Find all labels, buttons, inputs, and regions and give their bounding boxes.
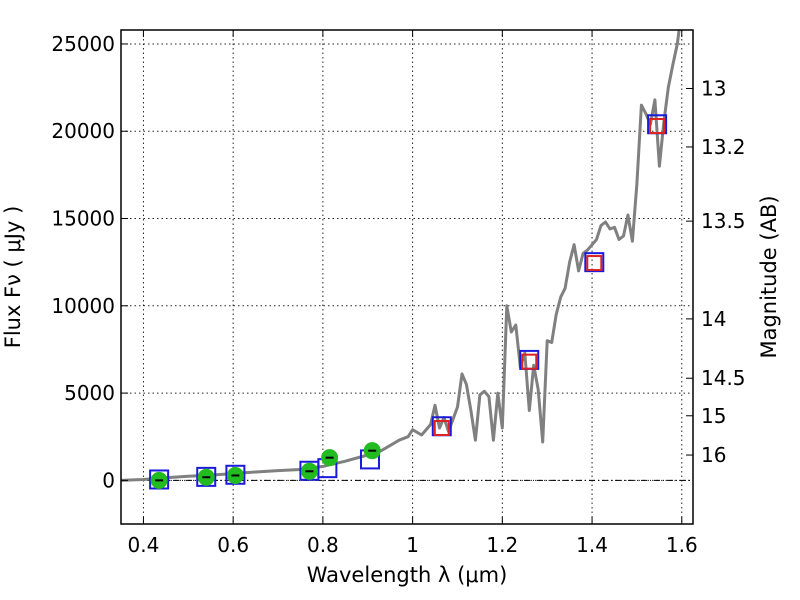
y-axis-title: Flux Fν ( μJy ): [1, 206, 25, 349]
right-tick-label: 13.5: [701, 209, 746, 233]
x-tick-label: 0.6: [217, 533, 249, 557]
x-tick-label: 0.8: [307, 533, 339, 557]
x-tick-label: 0.4: [128, 533, 160, 557]
y-tick-label: 10000: [51, 294, 115, 318]
right-tick-label: 14.5: [701, 366, 746, 390]
x-axis-title: Wavelength λ (μm): [307, 563, 508, 587]
axis-tick-labels: 0.4 0.6 0.8 1 1.2 1.4 1.6 0 5000 10000 15000 20000 2…: [51, 32, 745, 557]
synthetic-square-marker: [521, 353, 538, 370]
x-tick-label: 1.6: [666, 533, 698, 557]
y-tick-label: 25000: [51, 32, 115, 56]
x-tick-label: 1: [406, 533, 419, 557]
plot-frame: [120, 29, 694, 525]
model-square-marker: [196, 466, 217, 487]
model-square-marker: [584, 252, 605, 273]
axis-ticks: [121, 30, 693, 524]
synthetic-square-marker: [649, 118, 666, 135]
y-tick-label: 0: [102, 468, 115, 492]
synthetic-square-marker: [433, 419, 450, 436]
right-tick-label: 14: [701, 307, 726, 331]
y-tick-label: 20000: [51, 119, 115, 143]
plot-area: [121, 30, 681, 490]
y-tick-label: 5000: [64, 381, 115, 405]
right-axis-title: Magnitude (AB): [757, 195, 781, 358]
y-tick-label: 15000: [51, 207, 115, 231]
right-tick-label: 13.2: [701, 135, 746, 159]
right-tick-label: 15: [701, 404, 726, 428]
right-tick-label: 13: [701, 76, 726, 100]
x-tick-label: 1.4: [576, 533, 608, 557]
spectrum-line: [121, 30, 681, 482]
grid-lines: [121, 30, 693, 524]
right-tick-label: 16: [701, 443, 726, 467]
x-tick-label: 1.2: [486, 533, 518, 557]
synthetic-square-marker: [586, 255, 603, 272]
